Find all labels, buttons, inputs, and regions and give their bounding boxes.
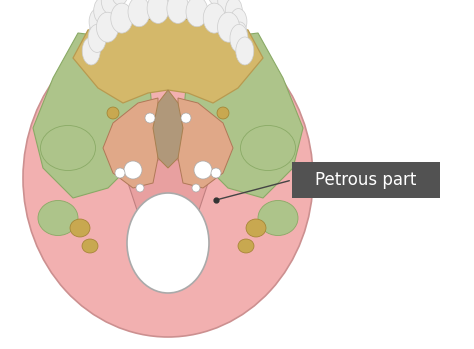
Polygon shape: [183, 33, 303, 198]
Polygon shape: [153, 90, 183, 168]
Ellipse shape: [128, 0, 150, 27]
FancyBboxPatch shape: [292, 162, 440, 198]
Ellipse shape: [238, 239, 254, 253]
Ellipse shape: [258, 200, 298, 236]
Ellipse shape: [203, 3, 225, 33]
Ellipse shape: [88, 24, 106, 52]
Ellipse shape: [101, 0, 118, 14]
Ellipse shape: [82, 37, 100, 65]
Ellipse shape: [127, 193, 209, 293]
Ellipse shape: [218, 12, 239, 42]
Ellipse shape: [89, 22, 103, 44]
Circle shape: [181, 113, 191, 123]
Ellipse shape: [124, 161, 142, 179]
Text: Petrous part: Petrous part: [315, 171, 417, 189]
Ellipse shape: [208, 0, 225, 5]
Ellipse shape: [192, 184, 200, 192]
Ellipse shape: [40, 126, 95, 171]
Ellipse shape: [246, 219, 266, 237]
Ellipse shape: [230, 24, 248, 52]
Polygon shape: [128, 158, 208, 226]
Ellipse shape: [82, 239, 98, 253]
Polygon shape: [103, 98, 158, 188]
Ellipse shape: [167, 0, 189, 23]
Ellipse shape: [107, 107, 119, 119]
Ellipse shape: [240, 126, 295, 171]
Polygon shape: [33, 33, 153, 198]
Ellipse shape: [111, 0, 128, 5]
Ellipse shape: [111, 3, 133, 33]
Polygon shape: [178, 98, 233, 188]
Ellipse shape: [136, 184, 144, 192]
Ellipse shape: [147, 0, 169, 23]
Circle shape: [145, 113, 155, 123]
Ellipse shape: [186, 0, 208, 27]
Ellipse shape: [94, 0, 111, 24]
Ellipse shape: [97, 12, 118, 42]
Ellipse shape: [217, 107, 229, 119]
Ellipse shape: [225, 0, 242, 24]
Ellipse shape: [89, 9, 106, 35]
Circle shape: [115, 168, 125, 178]
Ellipse shape: [233, 22, 247, 44]
Ellipse shape: [236, 37, 254, 65]
Ellipse shape: [194, 161, 212, 179]
Ellipse shape: [230, 9, 247, 35]
Circle shape: [211, 168, 221, 178]
Ellipse shape: [218, 0, 235, 14]
Ellipse shape: [23, 19, 313, 337]
Polygon shape: [73, 16, 263, 103]
Ellipse shape: [38, 200, 78, 236]
Ellipse shape: [70, 219, 90, 237]
